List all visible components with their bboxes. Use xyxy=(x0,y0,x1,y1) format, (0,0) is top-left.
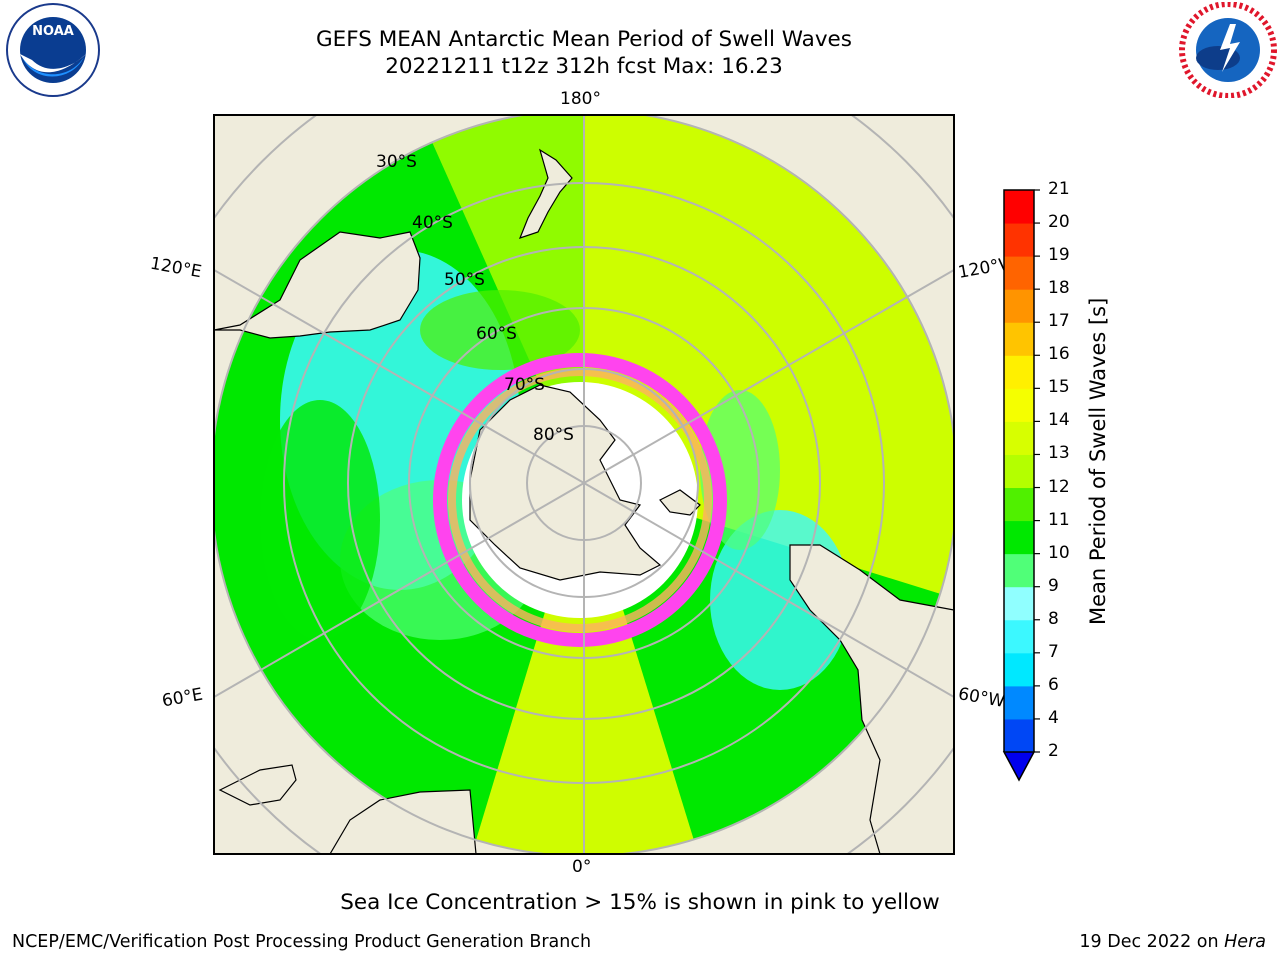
map-area xyxy=(214,115,954,854)
colorbar-tick-label: 17 xyxy=(1048,311,1070,332)
nws-logo-icon xyxy=(1179,2,1277,98)
colorbar-tick-label: 9 xyxy=(1048,575,1059,596)
colorbar-tick-label: 14 xyxy=(1048,410,1070,431)
colorbar-tick-label: 7 xyxy=(1048,641,1059,662)
africa-land xyxy=(329,789,477,854)
colorbar-tick-label: 10 xyxy=(1048,542,1070,563)
new-zealand-land xyxy=(518,148,573,239)
colorbar-segment xyxy=(1004,520,1034,555)
colorbar-tick-label: 20 xyxy=(1048,212,1070,233)
colorbar-segment xyxy=(1004,322,1034,356)
madagascar-land xyxy=(218,764,297,806)
footer-machine: Hera xyxy=(1224,932,1266,952)
colorbar-segment xyxy=(1004,388,1034,422)
lat-label-40s: 40°S xyxy=(412,213,453,233)
colorbar-tick-label: 19 xyxy=(1048,245,1070,266)
footer-date-text: 19 Dec 2022 on xyxy=(1079,932,1225,952)
colorbar xyxy=(1002,189,1040,782)
sea-ice-edge xyxy=(433,353,727,647)
lat-label-70s: 70°S xyxy=(504,375,545,395)
chart-subtitle: 20221211 t12z 312h fcst Max: 16.23 xyxy=(385,54,783,79)
colorbar-segment xyxy=(1004,652,1034,687)
colorbar-tick-label: 13 xyxy=(1048,443,1070,464)
colorbar-label: Mean Period of Swell Waves [s] xyxy=(1086,297,1110,625)
colorbar-tick-label: 4 xyxy=(1048,707,1059,728)
colorbar-under-arrow xyxy=(1002,751,1036,782)
colorbar-segment xyxy=(1004,553,1034,588)
colorbar-tick-label: 16 xyxy=(1048,344,1070,365)
sea-ice-note: Sea Ice Concentration > 15% is shown in … xyxy=(340,890,940,915)
australia-land xyxy=(214,231,421,339)
colorbar-segment xyxy=(1004,454,1034,489)
lat-label-60s: 60°S xyxy=(476,324,517,344)
noaa-logo-icon: NOAA xyxy=(6,3,100,97)
colorbar-tick-label: 8 xyxy=(1048,608,1059,629)
colorbar-segment xyxy=(1004,190,1034,224)
colorbar-segment xyxy=(1004,586,1034,621)
colorbar-segment xyxy=(1004,421,1034,455)
colorbar-tick-label: 2 xyxy=(1048,741,1059,761)
colorbar-tick-label: 12 xyxy=(1048,476,1070,497)
colorbar-tick-label: 6 xyxy=(1048,674,1059,695)
colorbar-segment xyxy=(1004,289,1034,323)
lon-label-180: 180° xyxy=(560,89,601,109)
map-frame xyxy=(213,114,955,855)
colorbar-segment xyxy=(1004,223,1034,257)
colorbar-segment xyxy=(1004,355,1034,389)
sea-ice-inner xyxy=(448,368,712,632)
chart-title: GEFS MEAN Antarctic Mean Period of Swell… xyxy=(316,27,852,52)
colorbar-frame xyxy=(1003,189,1035,752)
colorbar-segment xyxy=(1004,685,1034,720)
colorbar-tick-label: 11 xyxy=(1048,509,1070,530)
colorbar-tick-label: 18 xyxy=(1048,278,1070,299)
noaa-logo-text: NOAA xyxy=(32,24,74,39)
footer-date: 19 Dec 2022 on Hera xyxy=(1079,932,1266,952)
lat-label-80s: 80°S xyxy=(533,425,574,445)
lat-label-30s: 30°S xyxy=(376,152,417,172)
lat-label-50s: 50°S xyxy=(444,270,485,290)
antarctica-land xyxy=(469,384,662,581)
colorbar-segment xyxy=(1004,619,1034,654)
footer-branch: NCEP/EMC/Verification Post Processing Pr… xyxy=(12,932,592,952)
lon-label-0: 0° xyxy=(572,857,592,877)
colorbar-segment xyxy=(1004,256,1034,290)
colorbar-tick-label: 21 xyxy=(1048,179,1070,199)
colorbar-segment xyxy=(1004,718,1034,753)
colorbar-segment xyxy=(1004,487,1034,522)
graticule xyxy=(214,115,954,854)
colorbar-tick-label: 15 xyxy=(1048,377,1070,398)
